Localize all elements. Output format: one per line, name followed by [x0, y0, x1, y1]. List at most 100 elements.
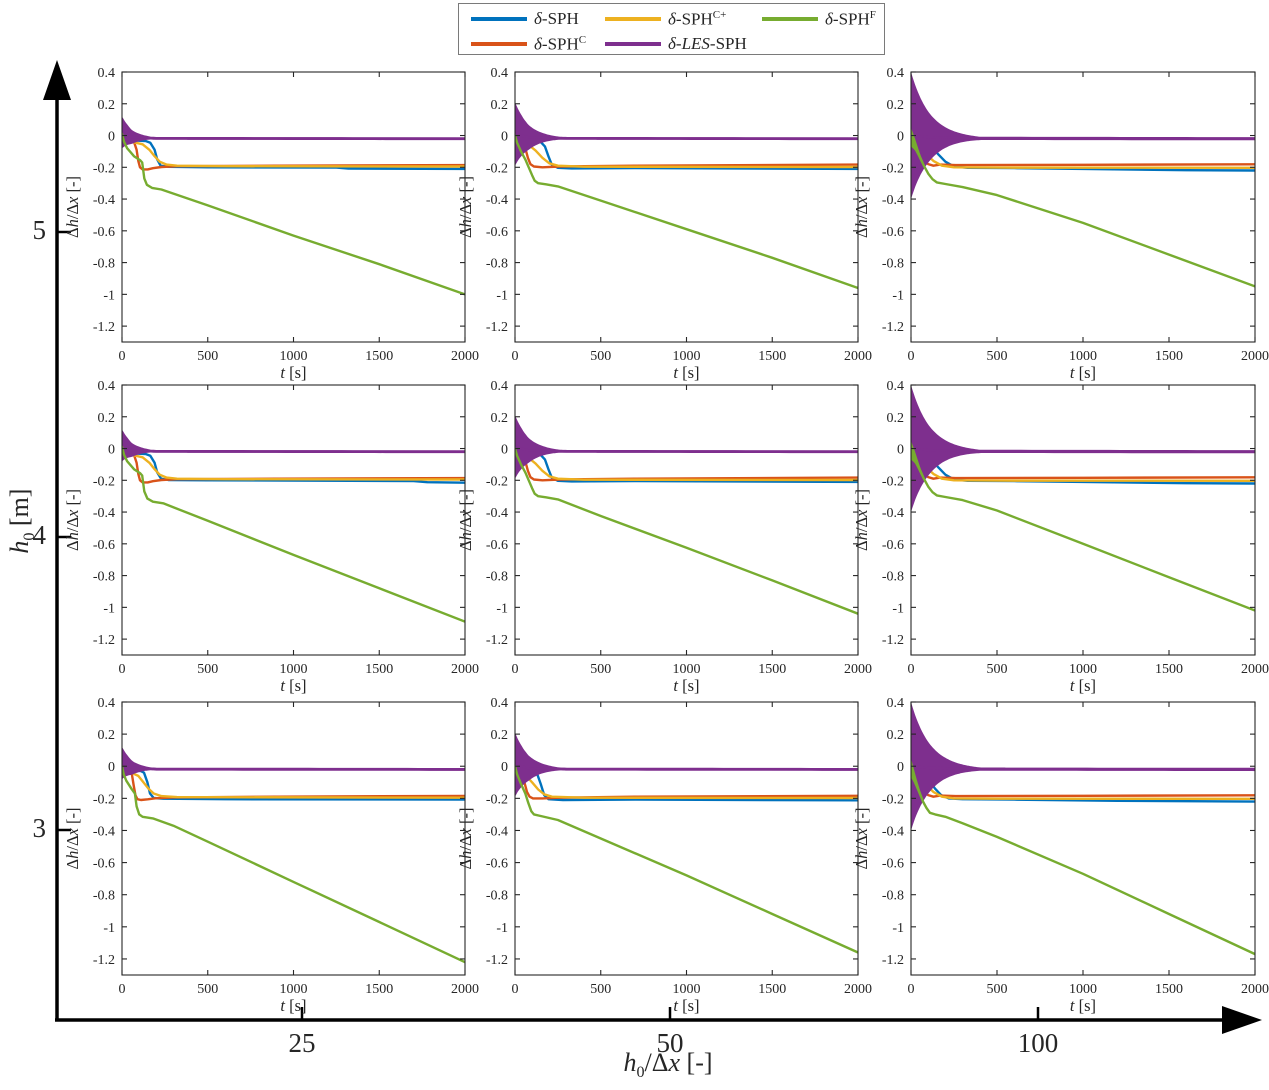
y-tick-label: -0.8 — [93, 257, 115, 272]
y-tick-label: -1 — [892, 288, 904, 303]
series-purple-line — [515, 132, 858, 140]
x-tick-label: 1500 — [1155, 982, 1183, 997]
series-orange-line — [122, 441, 465, 484]
y-tick-label: 0 — [501, 760, 508, 775]
series-purple-oscillation-band — [122, 116, 465, 149]
x-tick-label: 1500 — [365, 662, 393, 677]
subplot-xlabel: t [s] — [673, 996, 699, 1015]
x-tick-label: 1000 — [673, 662, 701, 677]
subplot-xlabel: t [s] — [1070, 363, 1096, 382]
y-tick-label: -1.2 — [882, 320, 904, 335]
series-blue-line — [122, 126, 465, 171]
series-purple-oscillation-band — [911, 385, 1255, 513]
x-tick-label: 1000 — [1069, 662, 1097, 677]
y-tick-label: 0 — [501, 130, 508, 145]
y-tick-label: -0.6 — [486, 857, 508, 872]
y-tick-label: -0.8 — [882, 570, 904, 585]
x-tick-label: 0 — [119, 982, 126, 997]
y-tick-label: -1 — [892, 601, 904, 616]
legend-item--sph-c+: δ-SPHC+ — [605, 8, 726, 30]
y-tick-label: -0.2 — [486, 792, 508, 807]
x-tick-label: 1000 — [280, 349, 308, 364]
y-tick-label: -0.4 — [486, 506, 508, 521]
series-layer — [515, 732, 858, 954]
series-purple-oscillation-band — [911, 72, 1255, 200]
x-tick-label: 1500 — [758, 662, 786, 677]
series-layer — [122, 429, 465, 623]
subplot-h0-3-ratio-25: 0 500 1000 1500 2000 0.4 0.2 0 -0.2 -0.4 -0.6 -0.8 -… — [63, 696, 479, 1015]
subplot-h0-4-ratio-50: 0 500 1000 1500 2000 0.4 0.2 0 -0.2 -0.4 -0.6 -0.8 -… — [456, 379, 872, 695]
series-purple-line — [911, 447, 1255, 453]
series-purple-line — [911, 134, 1255, 140]
legend-item--les-sph: δ-LES-SPH — [605, 33, 747, 55]
x-tick-label: 1000 — [280, 982, 308, 997]
outer-xtick-100: 100 — [1017, 1028, 1059, 1058]
series-blue-line — [122, 439, 465, 484]
series-orange-line — [122, 758, 465, 802]
series-purple-line — [911, 765, 1255, 771]
x-tick-label: 1000 — [673, 982, 701, 997]
series-layer — [911, 702, 1255, 956]
outer-axes — [43, 60, 1262, 1034]
series-layer — [515, 415, 858, 615]
y-tick-label: -0.2 — [882, 474, 904, 489]
subplot-xlabel: t [s] — [280, 996, 306, 1015]
legend-item--sph-f: δ-SPHF — [762, 8, 876, 30]
x-axis-arrowhead — [1222, 1006, 1262, 1034]
outer-xtick-25: 25 — [288, 1028, 316, 1058]
legend: δ-SPH δ-SPHC δ-SPHC+ δ-LES-SPH δ-SPHF — [458, 3, 885, 55]
subplot-h0-5-ratio-100: 0 500 1000 1500 2000 0.4 0.2 0 -0.2 -0.4 -0.6 -0.8 -… — [852, 66, 1269, 382]
series-layer — [911, 385, 1255, 612]
legend-label: δ-SPHF — [825, 8, 876, 29]
y-tick-label: 0.4 — [98, 379, 116, 394]
x-tick-label: 500 — [987, 982, 1008, 997]
x-tick-label: 0 — [512, 662, 519, 677]
y-tick-label: -0.8 — [93, 889, 115, 904]
series-green-line — [911, 448, 1255, 612]
x-tick-label: 0 — [908, 349, 915, 364]
x-tick-label: 0 — [908, 662, 915, 677]
series-green-line — [515, 447, 858, 615]
x-tick-label: 0 — [908, 982, 915, 997]
y-tick-label: -0.8 — [486, 889, 508, 904]
series-layer — [515, 102, 858, 290]
subplot-ylabel: Δh/Δx [-] — [456, 489, 475, 551]
axes-box: 0 500 1000 1500 2000 0.4 0.2 0 -0.2 -0.4 -0.6 -0.8 -… — [456, 66, 872, 382]
y-tick-label: -0.8 — [486, 570, 508, 585]
subplot-h0-4-ratio-100: 0 500 1000 1500 2000 0.4 0.2 0 -0.2 -0.4 -0.6 -0.8 -… — [852, 379, 1269, 695]
x-tick-label: 2000 — [1241, 349, 1269, 364]
x-tick-label: 2000 — [451, 349, 479, 364]
series-yellow-line — [122, 129, 465, 168]
y-tick-label: 0 — [897, 130, 904, 145]
x-tick-label: 500 — [590, 662, 611, 677]
subplot-ylabel: Δh/Δx [-] — [63, 807, 82, 869]
x-tick-label: 500 — [590, 982, 611, 997]
y-tick-label: 0.2 — [491, 728, 509, 743]
series-blue-line — [122, 757, 465, 801]
y-tick-label: -0.4 — [486, 824, 508, 839]
series-green-line — [515, 765, 858, 954]
x-tick-label: 2000 — [844, 349, 872, 364]
outer-ytick-5: 5 — [32, 215, 47, 245]
series-yellow-line — [122, 442, 465, 481]
subplot-xlabel: t [s] — [673, 676, 699, 695]
subplot-h0-5-ratio-50: 0 500 1000 1500 2000 0.4 0.2 0 -0.2 -0.4 -0.6 -0.8 -… — [456, 66, 872, 382]
x-tick-label: 1000 — [1069, 349, 1097, 364]
series-purple-line — [122, 131, 465, 140]
y-tick-label: -1.2 — [882, 953, 904, 968]
legend-line-sample — [605, 17, 661, 21]
series-purple-oscillation-band — [911, 702, 1255, 831]
x-tick-label: 1500 — [758, 349, 786, 364]
y-tick-label: 0 — [108, 760, 115, 775]
legend-label: δ-SPHC — [534, 33, 587, 54]
axes-box: 0 500 1000 1500 2000 0.4 0.2 0 -0.2 -0.4 -0.6 -0.8 -… — [852, 379, 1269, 695]
legend-label: δ-SPHC+ — [668, 8, 727, 29]
legend-label: δ-LES-SPH — [668, 34, 747, 53]
y-tick-label: -1 — [496, 601, 508, 616]
y-tick-label: -0.2 — [93, 161, 115, 176]
x-tick-label: 500 — [590, 349, 611, 364]
x-tick-label: 2000 — [451, 982, 479, 997]
y-tick-label: -0.4 — [93, 193, 115, 208]
x-tick-label: 1500 — [1155, 662, 1183, 677]
y-tick-label: -0.4 — [93, 824, 115, 839]
